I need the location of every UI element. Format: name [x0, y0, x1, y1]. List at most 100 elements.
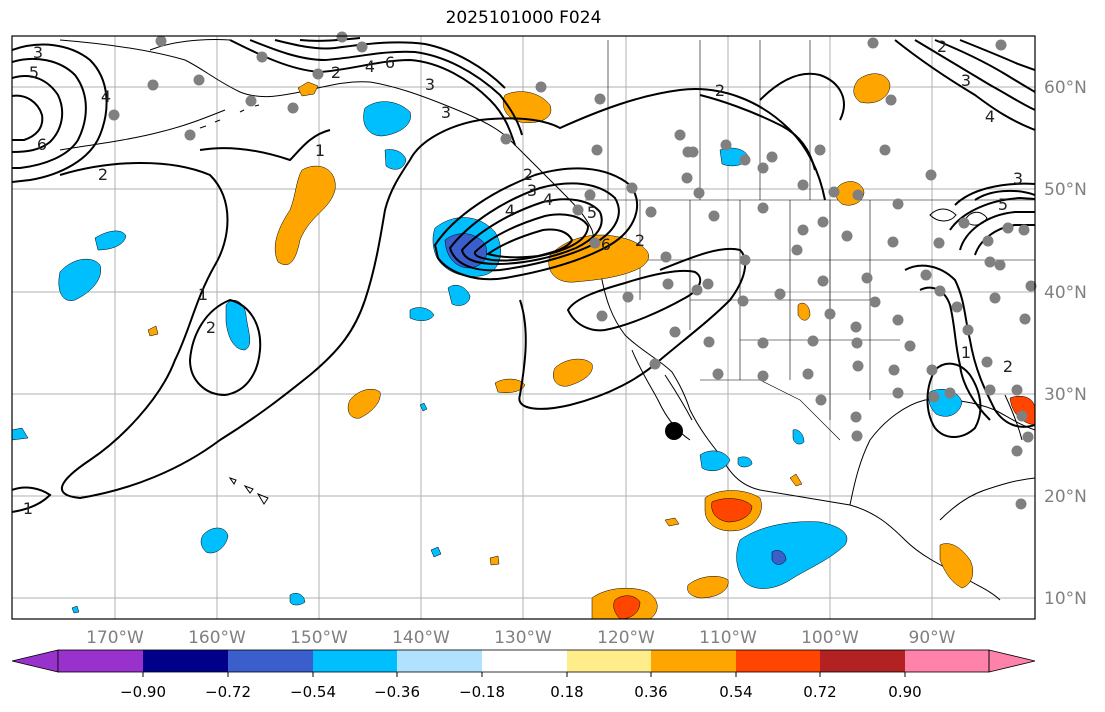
contour-label: 3: [1013, 169, 1023, 188]
anomaly-positive-region: [274, 165, 336, 265]
anomaly-positive-region: [347, 389, 381, 419]
anomaly-positive-region: [489, 555, 500, 566]
colorbar-label: −0.90: [120, 683, 166, 701]
anomaly-negative-region: [94, 230, 127, 251]
colorbar-segment: [58, 650, 143, 672]
lon-label: 140°W: [392, 628, 450, 648]
contour-label: 5: [998, 195, 1008, 214]
colorbar-segment: [143, 650, 228, 672]
anomaly-negative-region: [384, 149, 407, 170]
anomaly-positive-region: [552, 358, 593, 387]
contour-label-group: 3 5 4 6 2 1 2 6 4 3 2 3 4 2 3 4 5 6 2 1 …: [23, 37, 1023, 518]
anomaly-positive-region: [297, 81, 319, 97]
lat-label: 40°N: [1044, 283, 1087, 303]
anomaly-negative-region: [699, 450, 731, 471]
anomaly-positive-region: [664, 517, 680, 527]
contour-label: 1: [198, 285, 208, 304]
anomaly-negative-region: [289, 593, 306, 606]
anomaly-positive-region: [613, 595, 641, 619]
contour-label: 4: [985, 107, 995, 126]
anomaly-negative-region: [771, 550, 787, 565]
anomaly-negative-region: [71, 605, 80, 614]
contour-label: 3: [961, 71, 971, 90]
lat-label: 50°N: [1044, 180, 1087, 200]
contour-label: 3: [441, 103, 451, 122]
colorbar-extend-high: [988, 649, 1036, 673]
anomaly-negative-region: [736, 521, 848, 589]
colorbar-segment: [482, 650, 567, 672]
colorbar-label: 0.36: [634, 683, 667, 701]
contour-label: 2: [715, 81, 725, 100]
colorbar-label: 0.54: [719, 683, 752, 701]
contour-label: 4: [505, 201, 515, 220]
anomaly-positive-region: [687, 576, 729, 599]
observation-stations: [108, 31, 1037, 510]
anomaly-positive-region: [939, 543, 973, 589]
colorbar-segment: [905, 650, 989, 672]
point-marker: [665, 422, 683, 440]
lon-label: 100°W: [801, 628, 859, 648]
anomaly-negative-region: [12, 427, 29, 441]
colorbar-segment: [736, 650, 820, 672]
anomaly-positive-region: [797, 302, 811, 321]
anomaly-negative-region: [447, 285, 471, 306]
contour-label: 4: [101, 87, 111, 106]
colorbar-label: 0.18: [550, 683, 583, 701]
colorbar-segment: [567, 650, 651, 672]
anomaly-positive-region: [147, 325, 159, 337]
colorbar-label: −0.18: [459, 683, 505, 701]
lon-label: 90°W: [909, 628, 956, 648]
contour-label: 2: [206, 318, 216, 337]
anomaly-positive-region: [853, 73, 891, 104]
lon-label: 160°W: [188, 628, 246, 648]
colorbar-extend-low: [11, 649, 59, 673]
colorbar-label: −0.72: [205, 683, 251, 701]
lat-label: 10°N: [1044, 589, 1087, 609]
lon-label: 110°W: [699, 628, 757, 648]
anomaly-negative-region: [792, 429, 805, 445]
anomaly-negative-region: [200, 527, 229, 554]
contour-label: 2: [331, 63, 341, 82]
anomaly-negative-region: [419, 402, 428, 412]
contour-label: 2: [1003, 357, 1013, 376]
lon-label: 130°W: [494, 628, 552, 648]
map-frame: [11, 35, 1036, 620]
contour-label: 6: [385, 53, 395, 72]
contour-label: 3: [33, 43, 43, 62]
contour-label: 2: [635, 231, 645, 250]
latitude-labels: 60°N 50°N 40°N 30°N 20°N 10°N: [1044, 78, 1087, 609]
colorbar-label: 0.72: [803, 683, 836, 701]
longitude-labels: 170°W 160°W 150°W 140°W 130°W 120°W 110°…: [86, 628, 956, 648]
lat-label: 60°N: [1044, 78, 1087, 98]
lon-label: 120°W: [597, 628, 655, 648]
map-title: 2025101000 F024: [445, 8, 602, 28]
colorbar-label: −0.54: [290, 683, 336, 701]
colorbar-segment: [651, 650, 736, 672]
colorbar: −0.90 −0.72 −0.54 −0.36 −0.18 0.18 0.36 …: [11, 649, 1036, 701]
anomaly-negative-region: [430, 546, 442, 558]
contour-label: 2: [937, 37, 947, 56]
colorbar-segment: [397, 650, 482, 672]
contour-label: 6: [37, 135, 47, 154]
lat-label: 20°N: [1044, 487, 1087, 507]
contour-label: 3: [527, 181, 537, 200]
colorbar-label: −0.36: [374, 683, 420, 701]
contour-label: 1: [23, 499, 33, 518]
anomaly-positive-region: [502, 91, 552, 123]
contour-label: 1: [961, 343, 971, 362]
colorbar-segment: [228, 650, 313, 672]
lat-label: 30°N: [1044, 385, 1087, 405]
colorbar-segment: [313, 650, 397, 672]
anomaly-positive-region: [494, 378, 526, 393]
anomaly-negative-region: [409, 307, 435, 321]
contour-label: 5: [587, 203, 597, 222]
anomaly-negative-region: [363, 101, 411, 137]
anomaly-positive-region: [789, 473, 803, 487]
contour-lines: [12, 37, 1035, 513]
anomaly-positive-region: [711, 498, 753, 523]
gridlines: [12, 36, 1035, 619]
contour-label: 1: [315, 141, 325, 160]
contour-label: 2: [523, 165, 533, 184]
colorbar-label: 0.90: [888, 683, 921, 701]
